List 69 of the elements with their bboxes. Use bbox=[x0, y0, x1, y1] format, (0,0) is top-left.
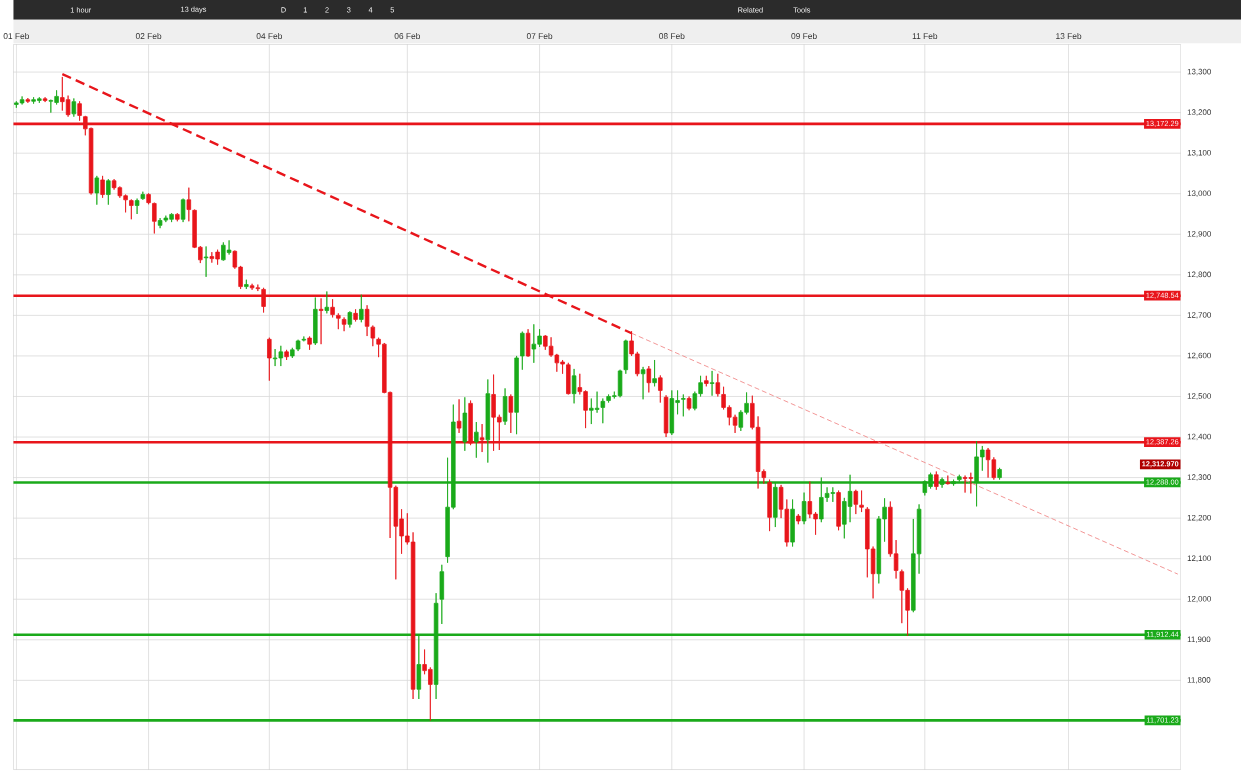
candlestick bbox=[313, 297, 318, 346]
candlestick bbox=[106, 178, 111, 206]
candlestick bbox=[267, 337, 272, 382]
candlestick bbox=[790, 499, 795, 548]
candlestick bbox=[508, 394, 514, 434]
candlestick bbox=[658, 375, 663, 404]
candlestick bbox=[42, 97, 48, 103]
candlestick bbox=[152, 202, 157, 235]
candlestick bbox=[836, 490, 841, 531]
candlestick bbox=[353, 309, 358, 323]
x-tick-label: 09 Feb bbox=[791, 33, 817, 40]
candlestick bbox=[623, 339, 629, 375]
candlestick bbox=[502, 388, 508, 426]
candlestick bbox=[456, 399, 462, 434]
candlestick bbox=[681, 394, 686, 417]
candlestick bbox=[571, 368, 577, 404]
candlestick bbox=[709, 370, 715, 397]
x-tick-label: 02 Feb bbox=[135, 33, 162, 40]
candlestick bbox=[945, 475, 951, 486]
candlestick bbox=[77, 101, 82, 122]
candlestick bbox=[462, 397, 468, 452]
candlestick bbox=[330, 298, 335, 319]
candlestick bbox=[801, 492, 807, 525]
candlestick bbox=[140, 191, 146, 201]
candlestick bbox=[307, 336, 312, 351]
candlestick bbox=[100, 175, 105, 199]
candlestick bbox=[439, 564, 445, 625]
candlestick bbox=[94, 175, 100, 206]
candlestick bbox=[525, 328, 531, 358]
x-tick-label: 13 Feb bbox=[1056, 33, 1082, 40]
candlestick bbox=[640, 366, 646, 400]
candlestick bbox=[663, 395, 669, 438]
candlestick bbox=[186, 187, 192, 222]
candlestick bbox=[514, 355, 519, 435]
candlestick bbox=[853, 489, 859, 515]
candlestick bbox=[203, 246, 209, 278]
candlestick bbox=[934, 471, 939, 491]
candlestick bbox=[129, 199, 134, 220]
candlestick bbox=[704, 375, 709, 387]
candlestick bbox=[180, 198, 186, 223]
candlestick bbox=[485, 379, 491, 464]
candlestick bbox=[767, 479, 772, 532]
x-tick-label: 01 Feb bbox=[3, 33, 30, 40]
x-tick-label: 11 Feb bbox=[912, 33, 938, 40]
x-tick-label: 04 Feb bbox=[256, 33, 283, 40]
candlestick bbox=[71, 98, 77, 118]
candlestick bbox=[25, 97, 31, 104]
candlestick bbox=[347, 311, 353, 329]
x-tick-label: 07 Feb bbox=[526, 33, 553, 40]
candlestick bbox=[359, 294, 364, 323]
candlestick bbox=[244, 279, 249, 290]
candlestick bbox=[600, 398, 606, 424]
candlestick bbox=[175, 213, 180, 222]
candlestick bbox=[341, 317, 347, 332]
candlestick bbox=[715, 373, 721, 398]
candlestick bbox=[686, 396, 692, 411]
candlestick bbox=[336, 313, 341, 330]
candlestick bbox=[324, 291, 330, 314]
x-tick-label: 08 Feb bbox=[659, 33, 685, 40]
candlestick bbox=[796, 513, 801, 525]
candlestick bbox=[284, 349, 289, 361]
candlestick bbox=[474, 421, 479, 459]
x-tick-label: 06 Feb bbox=[394, 33, 421, 40]
candlestick bbox=[646, 365, 652, 394]
candlestick bbox=[134, 198, 140, 215]
candlestick bbox=[859, 490, 864, 513]
candlestick bbox=[146, 193, 151, 205]
candlestick bbox=[520, 331, 525, 371]
candlestick bbox=[652, 359, 657, 387]
